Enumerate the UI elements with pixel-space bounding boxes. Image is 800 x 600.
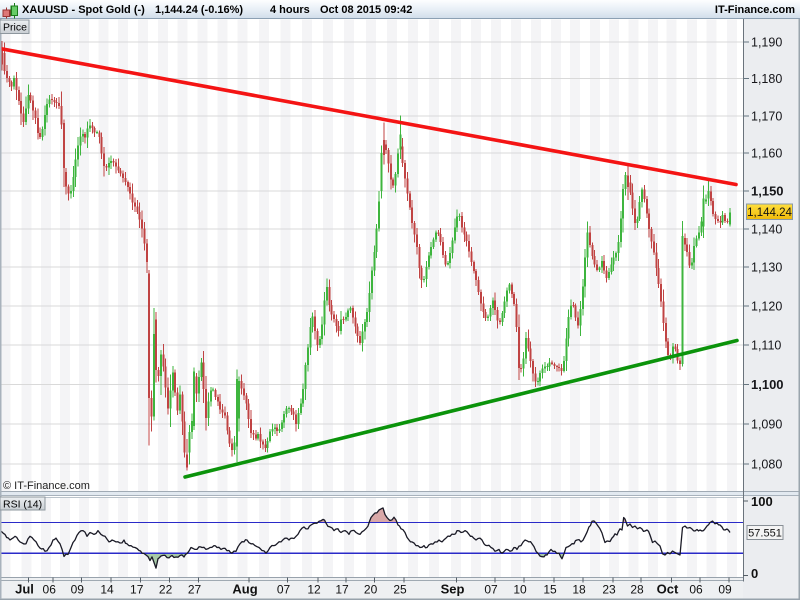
svg-text:07: 07 <box>484 583 498 597</box>
svg-text:06: 06 <box>43 583 57 597</box>
svg-text:Oct 08 2015 09:42: Oct 08 2015 09:42 <box>320 4 412 16</box>
svg-text:17: 17 <box>130 583 144 597</box>
svg-text:1,130: 1,130 <box>751 261 782 275</box>
svg-text:1,100: 1,100 <box>751 377 784 392</box>
svg-text:1,080: 1,080 <box>751 458 782 472</box>
svg-text:07: 07 <box>277 583 291 597</box>
svg-text:17: 17 <box>335 583 349 597</box>
svg-text:XAUUSD - Spot Gold (-): XAUUSD - Spot Gold (-) <box>22 4 145 16</box>
svg-text:1,150: 1,150 <box>751 183 784 198</box>
svg-text:Jul: Jul <box>15 582 34 597</box>
svg-text:28: 28 <box>630 583 644 597</box>
svg-text:12: 12 <box>307 583 321 597</box>
svg-text:Aug: Aug <box>232 582 257 597</box>
svg-text:IT-Finance.com: IT-Finance.com <box>715 4 795 16</box>
svg-text:1,144.24: 1,144.24 <box>747 207 792 219</box>
svg-text:20: 20 <box>364 583 378 597</box>
svg-text:23: 23 <box>602 583 616 597</box>
svg-text:0: 0 <box>751 566 758 581</box>
svg-text:18: 18 <box>572 583 586 597</box>
svg-text:09: 09 <box>718 583 732 597</box>
svg-text:09: 09 <box>71 583 85 597</box>
svg-text:1,144.24 (-0.16%): 1,144.24 (-0.16%) <box>155 4 243 16</box>
svg-text:1,110: 1,110 <box>751 338 781 352</box>
svg-text:1,190: 1,190 <box>751 36 782 50</box>
svg-text:10: 10 <box>513 583 527 597</box>
svg-text:© IT-Finance.com: © IT-Finance.com <box>3 480 90 492</box>
svg-text:27: 27 <box>188 583 202 597</box>
svg-text:1,160: 1,160 <box>751 147 782 161</box>
svg-text:1,090: 1,090 <box>751 418 782 432</box>
svg-text:100: 100 <box>751 494 773 509</box>
svg-text:1,140: 1,140 <box>751 222 782 236</box>
svg-text:1,170: 1,170 <box>751 109 782 123</box>
svg-text:Sep: Sep <box>441 582 465 597</box>
svg-text:22: 22 <box>159 583 173 597</box>
svg-text:Oct: Oct <box>657 582 679 597</box>
svg-text:Price: Price <box>3 22 27 34</box>
svg-text:4 hours: 4 hours <box>270 4 310 16</box>
svg-text:1,180: 1,180 <box>751 72 782 86</box>
svg-text:06: 06 <box>689 583 703 597</box>
svg-text:15: 15 <box>543 583 557 597</box>
svg-text:57.551: 57.551 <box>748 527 782 539</box>
svg-text:14: 14 <box>100 583 114 597</box>
svg-text:25: 25 <box>393 583 407 597</box>
svg-text:RSI (14): RSI (14) <box>3 498 42 510</box>
svg-text:1,120: 1,120 <box>751 299 782 313</box>
